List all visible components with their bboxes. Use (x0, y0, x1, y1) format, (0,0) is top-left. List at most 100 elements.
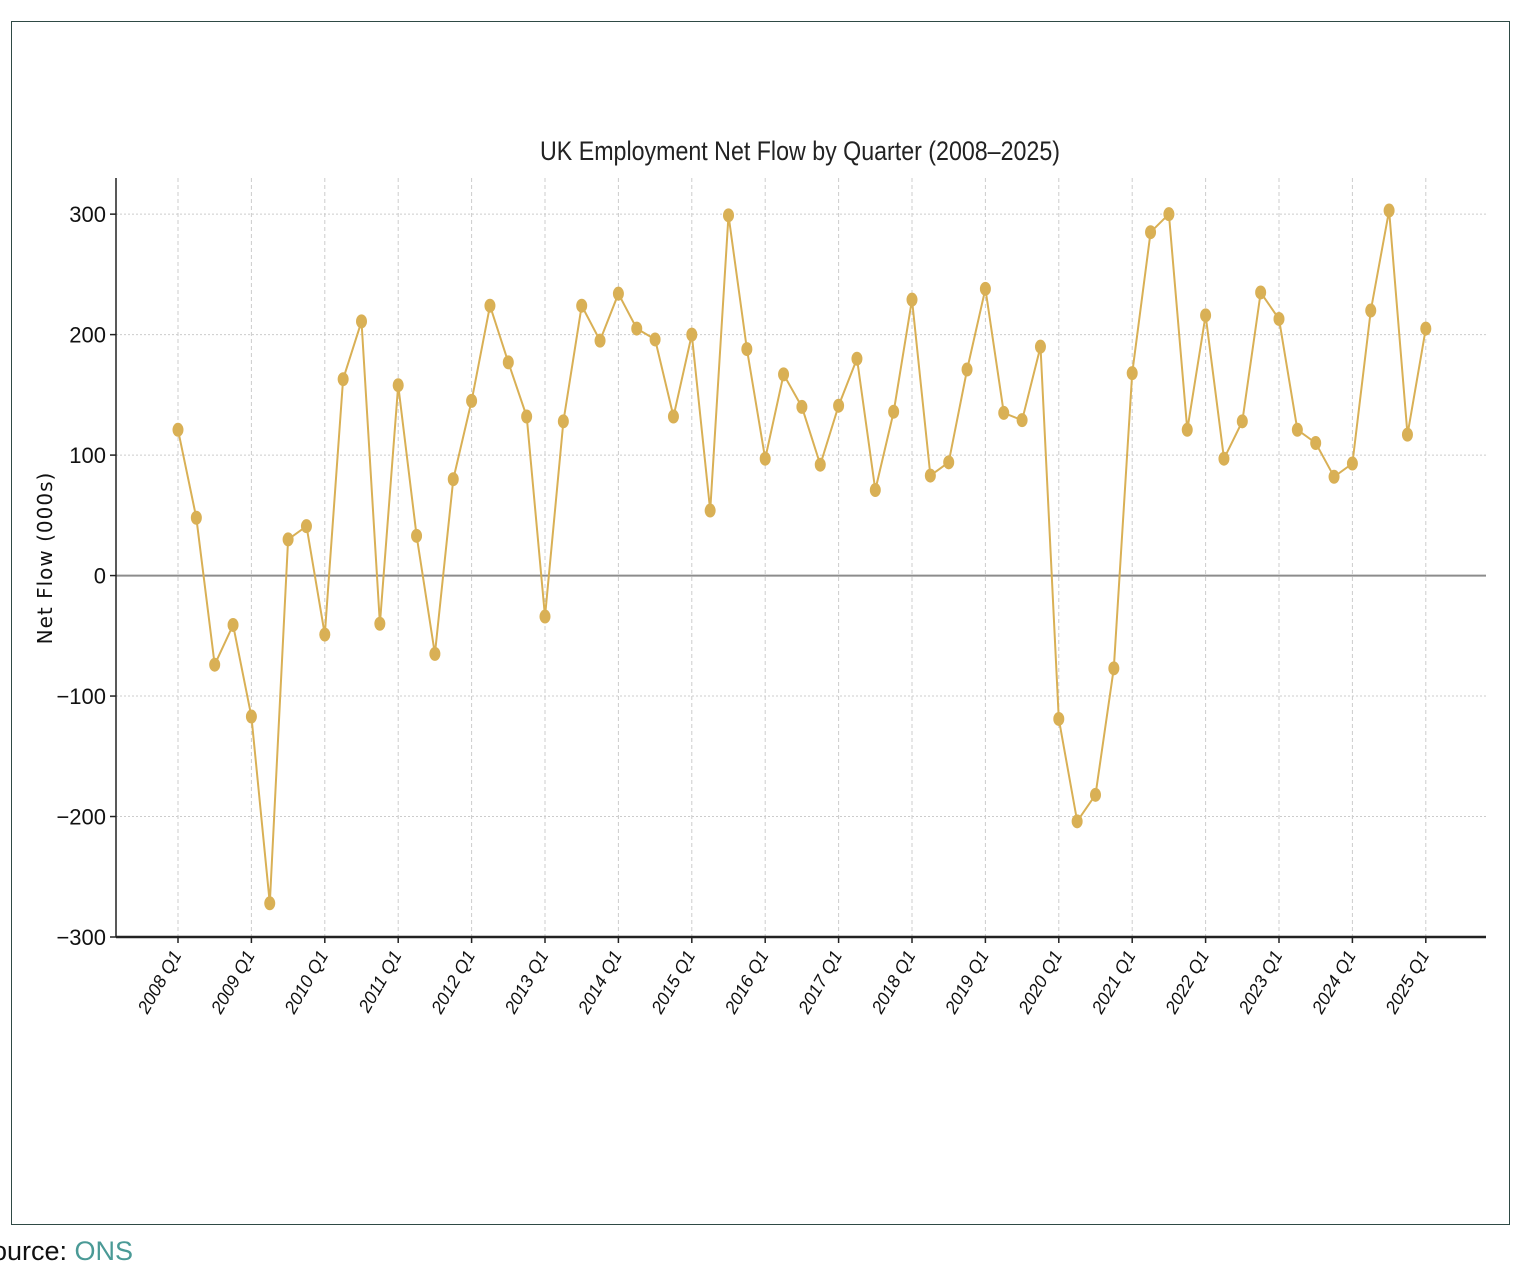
data-point (1181, 422, 1193, 437)
data-point (1200, 308, 1212, 323)
y-tick-label: −100 (56, 684, 106, 709)
data-point (539, 609, 551, 624)
data-point (814, 457, 826, 472)
data-point (1218, 451, 1230, 466)
y-tick-label: −200 (56, 805, 106, 830)
chart-title: UK Employment Net Flow by Quarter (2008–… (540, 136, 1060, 166)
data-point (1420, 321, 1432, 336)
x-tick-label: 2022 Q1 (1161, 947, 1213, 1018)
series-layer (172, 203, 1432, 911)
data-point (667, 409, 679, 424)
x-tick-label: 2009 Q1 (207, 947, 259, 1018)
x-tick-label: 2021 Q1 (1087, 947, 1139, 1018)
data-point (557, 414, 569, 429)
data-point (1273, 311, 1285, 326)
data-point (686, 327, 698, 342)
data-point (1071, 814, 1083, 829)
data-point (924, 468, 936, 483)
data-point (1310, 436, 1322, 451)
x-tick-label: 2023 Q1 (1234, 947, 1286, 1018)
data-point (723, 208, 734, 223)
data-point (888, 404, 900, 419)
data-point (1053, 711, 1065, 726)
data-point (337, 372, 349, 387)
data-point (429, 646, 441, 661)
y-axis-label: Net Flow (000s) (33, 472, 57, 645)
x-tick-label: 2008 Q1 (133, 947, 185, 1018)
data-point (264, 896, 276, 911)
data-point (612, 286, 624, 301)
y-tick-label: 0 (94, 564, 106, 589)
data-point (869, 483, 881, 498)
data-point (172, 422, 184, 437)
data-point (1163, 207, 1175, 222)
y-tick-label: 200 (69, 323, 106, 348)
data-point (631, 321, 643, 336)
data-point (833, 398, 845, 413)
data-point (282, 532, 294, 547)
data-point (649, 332, 661, 347)
data-point (1401, 427, 1413, 442)
data-point (1365, 303, 1377, 318)
x-tick-label: 2015 Q1 (647, 947, 699, 1018)
data-point (704, 503, 716, 518)
data-point (1126, 366, 1138, 381)
data-point (961, 362, 973, 377)
x-tick-label: 2024 Q1 (1308, 947, 1360, 1018)
x-tick-label: 2013 Q1 (500, 947, 552, 1018)
data-point (1346, 456, 1358, 471)
data-point (356, 314, 367, 329)
data-point (1383, 203, 1395, 218)
y-tick-label: 100 (69, 443, 106, 468)
data-point (1034, 339, 1046, 354)
x-tick-label: 2017 Q1 (794, 947, 846, 1018)
data-point (1328, 469, 1340, 484)
data-point (411, 528, 423, 543)
data-point (1090, 787, 1101, 802)
x-tick-label: 2018 Q1 (867, 947, 919, 1018)
x-tick-label: 2016 Q1 (720, 947, 772, 1018)
axes (115, 178, 1486, 939)
data-point (594, 333, 606, 348)
data-point (778, 367, 790, 382)
source-link[interactable]: ONS (74, 1236, 134, 1266)
data-point (906, 292, 918, 307)
source-prefix: ource: (0, 1236, 75, 1266)
data-point (1145, 225, 1157, 240)
x-tick-label: 2011 Q1 (354, 947, 406, 1017)
x-ticks: 2008 Q1 2009 Q1 2010 Q1 2011 Q1 2012 Q1 2013 … (133, 937, 1433, 1018)
data-point (209, 657, 221, 672)
data-point (190, 510, 202, 525)
data-point (851, 351, 863, 366)
source-note: ource: ONS (0, 1236, 133, 1267)
data-point (1236, 414, 1248, 429)
data-point (1108, 661, 1120, 676)
x-tick-label: 2025 Q1 (1381, 947, 1433, 1018)
data-point (245, 709, 257, 724)
data-point (319, 627, 331, 642)
series-line (177, 210, 1427, 904)
data-point (521, 409, 533, 424)
data-point (1291, 422, 1303, 437)
x-tick-label: 2020 Q1 (1014, 947, 1066, 1018)
grid-lines (116, 178, 1486, 937)
x-tick-label: 2012 Q1 (427, 947, 479, 1018)
data-point (1016, 413, 1028, 428)
y-tick-label: 300 (69, 202, 106, 227)
data-point (227, 617, 239, 632)
data-point (502, 355, 514, 370)
data-point (741, 342, 753, 357)
data-point (943, 455, 955, 470)
data-point (484, 298, 496, 313)
data-point (796, 399, 808, 414)
data-point (374, 616, 386, 631)
data-point (466, 393, 478, 408)
data-point (1255, 285, 1267, 300)
data-point (392, 378, 404, 393)
y-ticks: 300 200 100 0 −100 −200 −300 (56, 202, 116, 950)
x-tick-label: 2010 Q1 (280, 947, 332, 1018)
x-tick-label: 2014 Q1 (574, 947, 626, 1018)
data-point (979, 281, 991, 296)
data-point (576, 298, 588, 313)
